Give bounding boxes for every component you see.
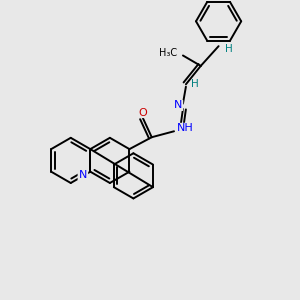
Text: H: H: [191, 79, 199, 89]
Text: H₃C: H₃C: [159, 47, 177, 58]
Text: H: H: [225, 44, 233, 54]
Text: NH: NH: [176, 123, 193, 133]
Text: N: N: [79, 170, 87, 180]
Text: N: N: [174, 100, 183, 110]
Text: O: O: [138, 108, 147, 118]
